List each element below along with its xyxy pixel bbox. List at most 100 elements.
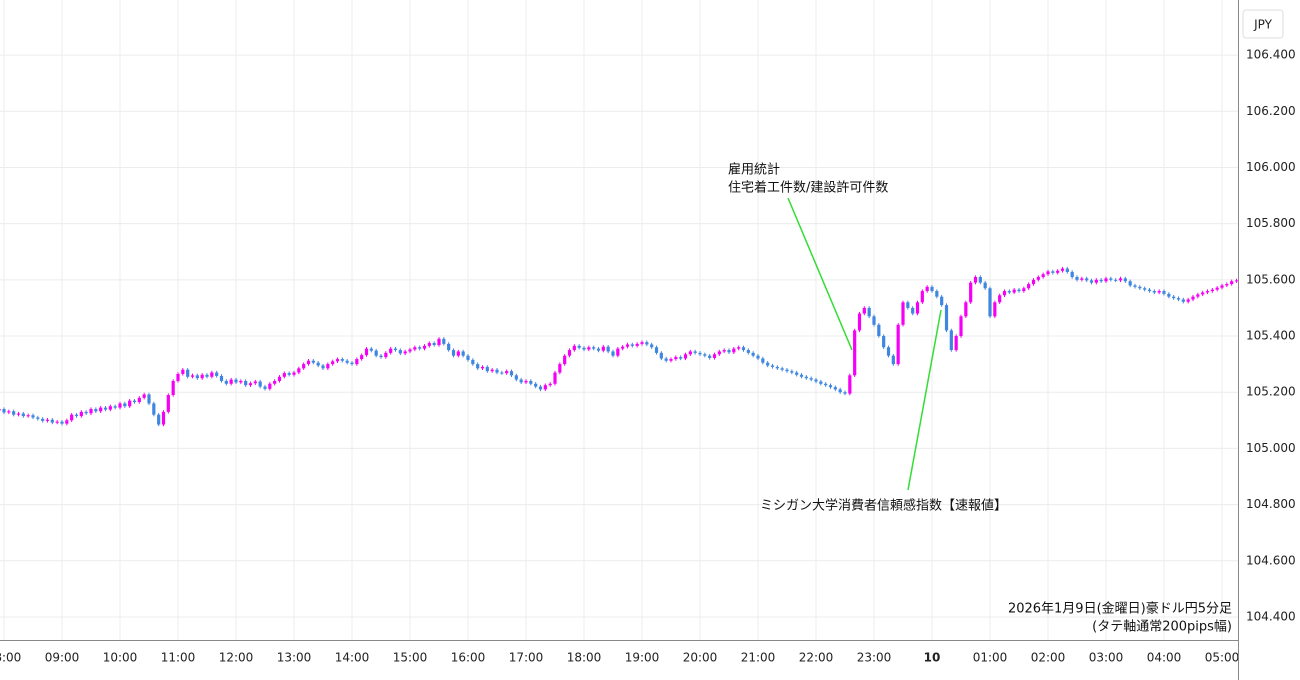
- candle-body: [862, 307, 866, 314]
- candle-body: [688, 351, 692, 355]
- candle-body: [563, 355, 567, 365]
- candle-body: [1210, 289, 1214, 292]
- candle-body: [1012, 289, 1016, 293]
- candle-body: [514, 375, 518, 380]
- candle-body: [65, 420, 69, 424]
- candle-body: [1196, 294, 1200, 297]
- candle-body: [650, 344, 654, 348]
- candle-body: [896, 324, 900, 365]
- candle-body: [500, 372, 504, 374]
- candle-body: [147, 394, 151, 404]
- annotation: 住宅着工件数/建設許可件数: [728, 180, 888, 196]
- x-tick-label: 10:00: [103, 651, 138, 665]
- x-tick-label: 02:00: [1031, 651, 1066, 665]
- candle-body: [31, 415, 35, 418]
- candle-body: [737, 347, 741, 349]
- candle-body: [157, 414, 161, 425]
- candle-body: [1230, 281, 1234, 285]
- candle-body: [1147, 289, 1152, 292]
- candle-body: [790, 371, 794, 373]
- candle-body: [490, 369, 494, 372]
- candle-body: [331, 361, 335, 365]
- x-tick-label: 23:00: [857, 651, 892, 665]
- x-tick-label: 04:00: [1147, 651, 1182, 665]
- candle-body: [200, 374, 204, 379]
- candle-body: [795, 372, 799, 375]
- candle-body: [1017, 289, 1021, 292]
- candle-body: [1138, 286, 1142, 289]
- candle-body: [785, 369, 789, 372]
- candle-body: [582, 347, 586, 350]
- candle-body: [166, 395, 170, 412]
- candle-body: [1036, 277, 1040, 280]
- candle-body: [74, 414, 79, 417]
- candle-body: [360, 355, 364, 360]
- candle-body: [944, 305, 949, 331]
- candle-body: [1186, 299, 1190, 302]
- candle-body: [761, 358, 765, 363]
- candle-body: [833, 387, 837, 390]
- candle-body: [1056, 270, 1060, 273]
- annotation: ミシガン大学消費者信頼感指数【速報値】: [760, 498, 1007, 514]
- candle-body: [50, 419, 54, 423]
- candle-body: [393, 348, 398, 351]
- y-tick-label: 104.400: [1246, 609, 1296, 623]
- candle-body: [79, 411, 83, 417]
- annotation-line: [787, 197, 853, 351]
- candle-body: [1051, 271, 1055, 273]
- candle-body: [645, 342, 649, 345]
- candle-body: [335, 359, 340, 362]
- candle-body: [867, 307, 871, 317]
- candle-body: [920, 291, 924, 303]
- candle-body: [732, 348, 736, 353]
- candle-body: [229, 379, 233, 384]
- candle-body: [186, 369, 190, 377]
- y-tick-label: 105.400: [1246, 329, 1296, 343]
- candle-body: [751, 352, 755, 356]
- x-axis: 08:00 09:00 10:00 11:00 12:00 13:00 14:00 15:00…: [0, 651, 1238, 665]
- candle-body: [94, 409, 98, 412]
- candle-body: [949, 330, 953, 351]
- candle-body: [819, 381, 823, 384]
- candle-body: [103, 407, 108, 410]
- candle-body: [485, 366, 489, 372]
- candle-body: [215, 372, 219, 376]
- candle-body: [26, 415, 30, 417]
- unit-box: [1242, 9, 1284, 39]
- y-tick-label: 106.200: [1246, 104, 1296, 118]
- candle-body: [273, 380, 277, 384]
- candle-body: [519, 379, 523, 383]
- candle-body: [113, 406, 117, 408]
- y-tick-label: 105.000: [1246, 441, 1296, 455]
- candle-body: [906, 302, 910, 308]
- candle-body: [1002, 291, 1007, 296]
- candle-body: [316, 362, 320, 366]
- candle-body: [1220, 285, 1224, 288]
- candle-body: [664, 358, 668, 361]
- candle-body: [509, 371, 514, 376]
- candle-body: [935, 291, 939, 297]
- candle-body: [1099, 279, 1103, 282]
- x-tick-label: 13:00: [277, 651, 312, 665]
- y-tick-label: 105.200: [1246, 385, 1296, 399]
- candle-body: [1118, 278, 1123, 281]
- candles: [0, 266, 1238, 427]
- candle-body: [804, 376, 808, 379]
- candle-body: [722, 350, 726, 352]
- y-tick-label: 106.400: [1246, 48, 1296, 62]
- candle-body: [1041, 274, 1045, 278]
- candle-body: [886, 347, 891, 356]
- candle-body: [1201, 292, 1205, 295]
- candle-body: [466, 355, 470, 360]
- candle-body: [350, 362, 354, 365]
- candle-body: [993, 302, 997, 317]
- candle-body: [422, 345, 427, 349]
- candle-body: [132, 400, 137, 403]
- candle-body: [1167, 293, 1171, 297]
- candle-body: [1104, 278, 1108, 282]
- candle-body: [1157, 291, 1161, 293]
- candle-body: [877, 324, 881, 337]
- candle-body: [674, 357, 678, 360]
- candle-body: [403, 351, 407, 354]
- y-tick-label: 104.600: [1246, 553, 1296, 567]
